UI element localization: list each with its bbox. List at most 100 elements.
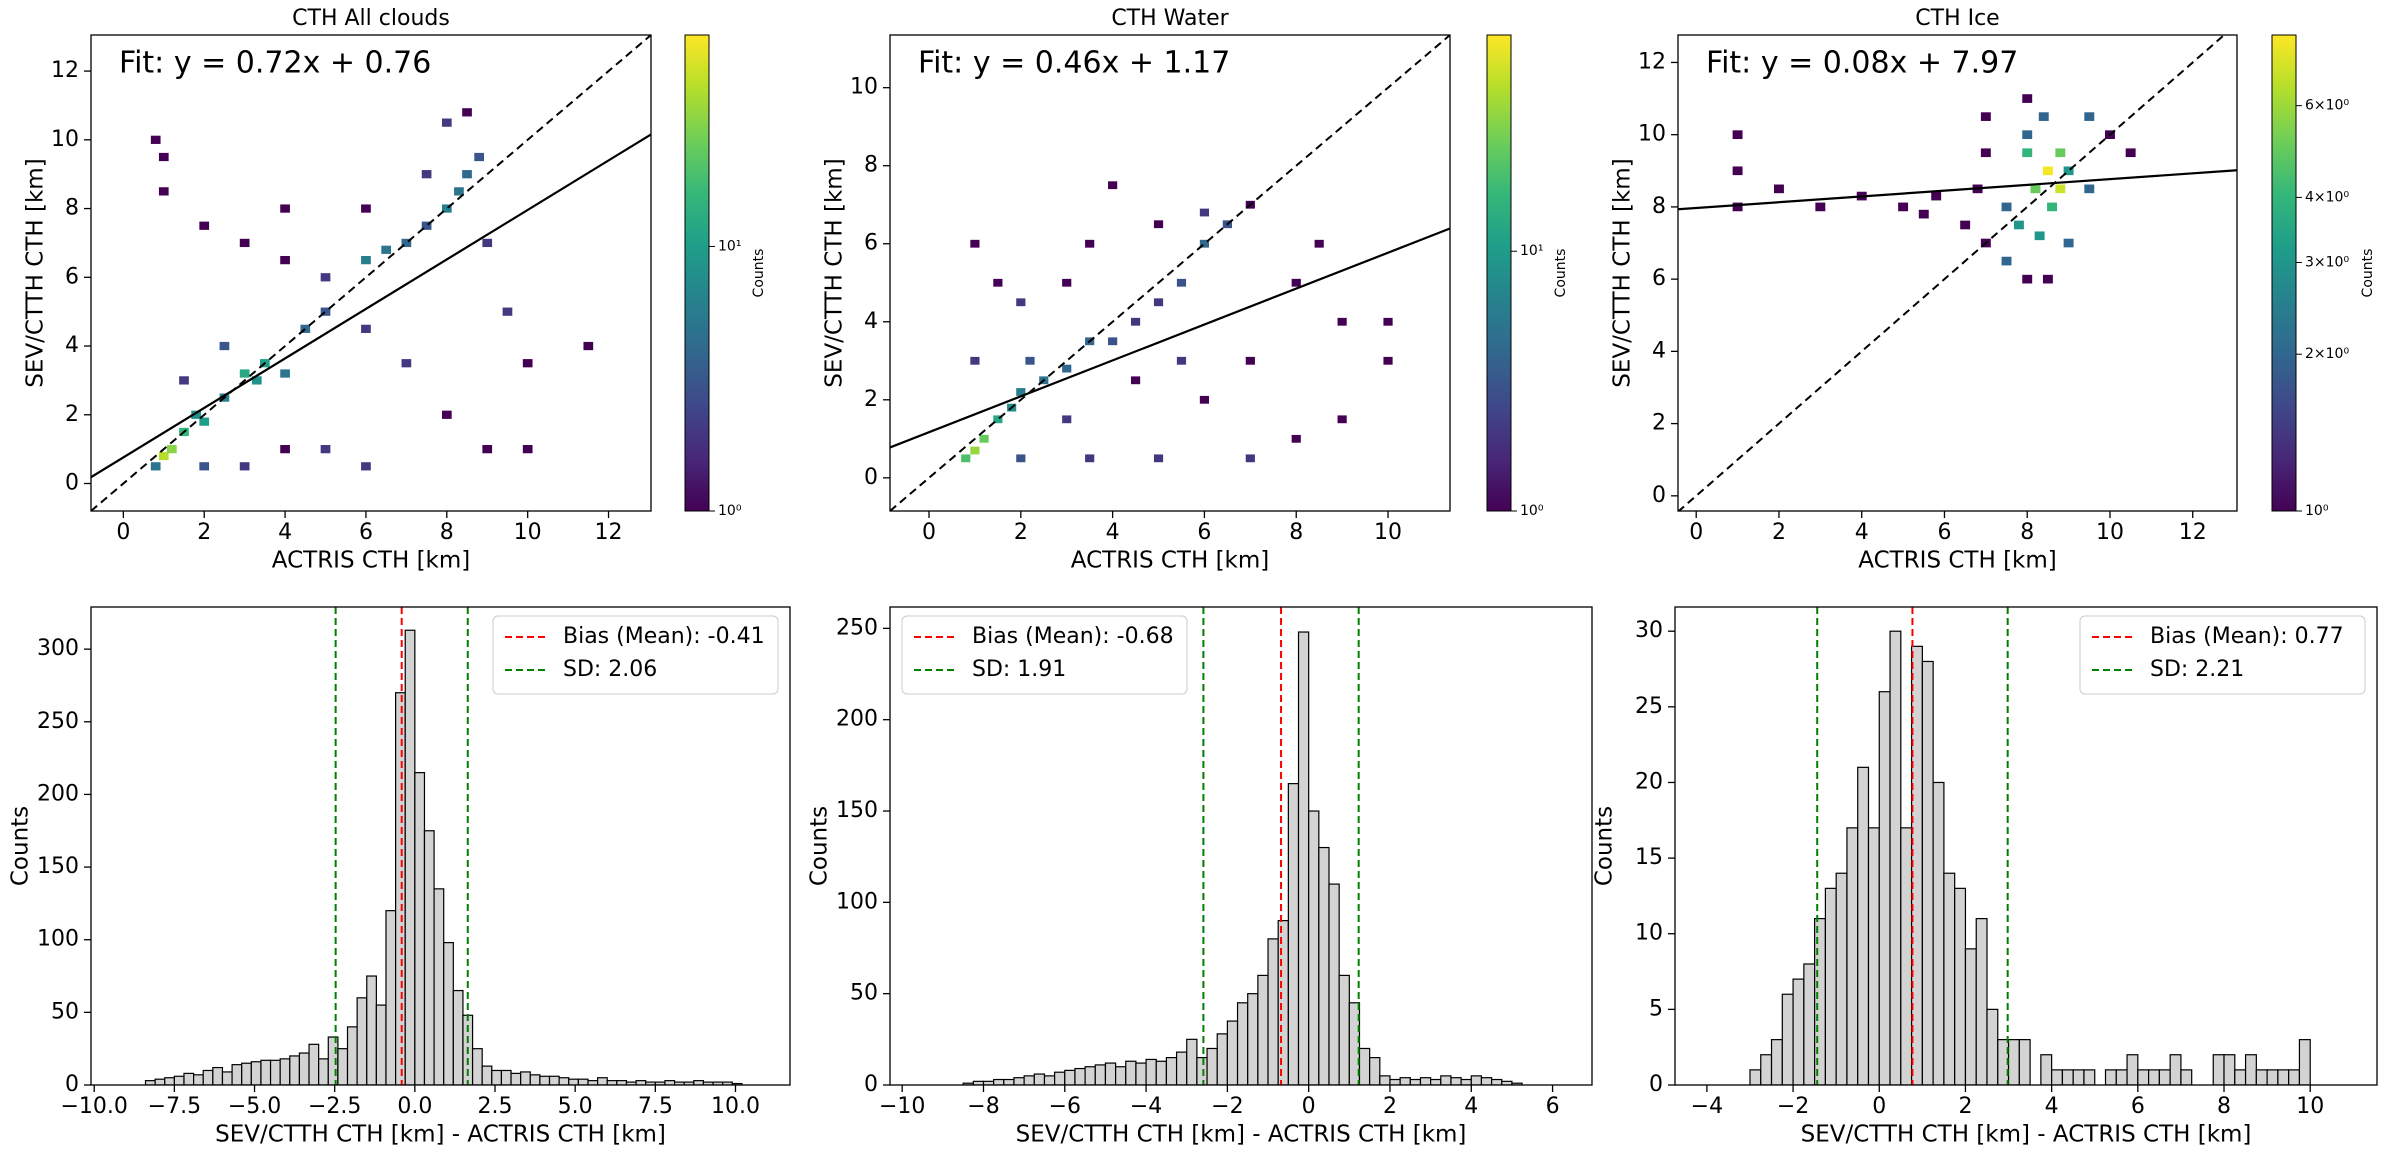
heatmap-cell bbox=[1931, 191, 1942, 201]
x-tick-label: 2 bbox=[197, 520, 211, 545]
x-tick-label: 4 bbox=[1464, 1094, 1478, 1119]
heatmap-cell bbox=[993, 278, 1003, 287]
histogram-bar bbox=[1490, 1078, 1503, 1085]
histogram-bar bbox=[500, 1069, 512, 1085]
histogram-bar bbox=[1318, 846, 1330, 1085]
heatmap-cell bbox=[280, 255, 290, 265]
y-tick-label: 6 bbox=[864, 231, 878, 256]
fit-label: Fit: y = 0.46x + 1.17 bbox=[918, 46, 1230, 81]
heatmap-cell bbox=[1732, 130, 1743, 140]
heatmap-cell bbox=[1383, 356, 1393, 365]
x-tick-label: 0 bbox=[1302, 1094, 1316, 1119]
histogram-bar bbox=[1943, 872, 1956, 1085]
x-tick-label: 0.0 bbox=[397, 1094, 432, 1119]
heatmap-cell bbox=[361, 204, 371, 213]
heatmap-cell bbox=[320, 445, 331, 454]
heatmap-cell bbox=[502, 307, 513, 316]
x-tick-label: 4 bbox=[278, 520, 292, 545]
histogram-bar bbox=[1470, 1075, 1483, 1085]
histogram-bar bbox=[1328, 883, 1340, 1085]
heatmap-cell bbox=[441, 118, 452, 127]
x-tick-label: 10.0 bbox=[711, 1094, 760, 1119]
histogram-bar bbox=[298, 1052, 310, 1085]
heatmap-cell bbox=[1732, 202, 1743, 212]
y-tick-label: 50 bbox=[51, 999, 79, 1024]
legend-label: Bias (Mean): -0.41 bbox=[563, 624, 765, 649]
histogram-bar bbox=[2266, 1069, 2279, 1085]
heatmap-cell bbox=[1153, 298, 1164, 307]
legend-box bbox=[2079, 615, 2366, 695]
y-tick-label: 0 bbox=[864, 1072, 878, 1097]
heatmap-cell bbox=[179, 376, 189, 385]
y-tick-label: 4 bbox=[1652, 338, 1666, 363]
histogram-bar bbox=[2298, 1039, 2311, 1085]
legend-label: SD: 2.21 bbox=[2150, 657, 2244, 682]
x-axis-label: ACTRIS CTH [km] bbox=[1071, 548, 1270, 574]
histogram-bar bbox=[231, 1064, 243, 1085]
heatmap-cell bbox=[1918, 209, 1929, 219]
heatmap-cell bbox=[1108, 337, 1118, 346]
x-tick-label: −10.0 bbox=[60, 1094, 127, 1119]
histogram-bar bbox=[1257, 974, 1269, 1085]
histogram-bar bbox=[1975, 918, 1988, 1085]
heatmap-cell bbox=[2063, 238, 2074, 248]
histogram-bar bbox=[2255, 1069, 2268, 1085]
y-tick-label: 2 bbox=[65, 402, 79, 427]
heatmap-cell bbox=[2084, 184, 2095, 194]
heatmap-cell bbox=[462, 170, 472, 179]
colorbar-label: Counts bbox=[2360, 249, 2376, 298]
heatmap-cell bbox=[1898, 202, 1909, 212]
histogram-bar bbox=[1247, 993, 1259, 1085]
axes-frame bbox=[90, 606, 791, 1086]
colorbar-tick-label: 10¹ bbox=[718, 238, 741, 254]
histogram-bar bbox=[1964, 948, 1977, 1085]
heatmap-cell bbox=[1130, 376, 1141, 385]
y-tick-label: 10 bbox=[850, 75, 878, 100]
histogram-bar bbox=[366, 975, 377, 1085]
x-tick-label: 0 bbox=[1872, 1094, 1886, 1119]
x-tick-label: −4 bbox=[1130, 1094, 1162, 1119]
x-tick-label: 8 bbox=[2217, 1094, 2231, 1119]
histogram-bar bbox=[1155, 1060, 1168, 1085]
histogram-bar bbox=[1135, 1062, 1147, 1085]
histogram-bar bbox=[395, 692, 406, 1085]
histogram-bar bbox=[318, 1058, 329, 1085]
colorbar-tick-label: 10¹ bbox=[1520, 243, 1543, 259]
histogram-bar bbox=[1145, 1058, 1157, 1085]
histogram-bar bbox=[289, 1055, 301, 1085]
histogram-bar bbox=[1267, 938, 1279, 1085]
colorbar-tick-label: 3×10⁰ bbox=[2305, 254, 2349, 270]
x-tick-label: 0 bbox=[116, 520, 130, 545]
identity-line bbox=[890, 35, 1450, 511]
heatmap-cell bbox=[1176, 356, 1187, 365]
heatmap-cell bbox=[167, 445, 177, 454]
colorbar-tick-label: 10⁰ bbox=[718, 503, 742, 519]
fit-label: Fit: y = 0.72x + 0.76 bbox=[119, 46, 431, 81]
x-tick-label: 7.5 bbox=[638, 1094, 673, 1119]
histogram-bar bbox=[2051, 1069, 2064, 1085]
y-tick-label: 30 bbox=[1635, 618, 1663, 643]
y-tick-label: 100 bbox=[836, 889, 878, 914]
histogram-bar bbox=[1308, 810, 1320, 1085]
heatmap-cell bbox=[1025, 356, 1035, 365]
histogram-bar bbox=[481, 1065, 493, 1085]
y-tick-label: 50 bbox=[850, 981, 878, 1006]
heatmap-cell bbox=[2055, 148, 2066, 158]
x-tick-label: 12 bbox=[2179, 520, 2207, 545]
x-tick-label: 8 bbox=[1289, 520, 1303, 545]
histogram-bar bbox=[539, 1075, 551, 1085]
histogram-bar bbox=[731, 1082, 743, 1085]
histogram-bar bbox=[1430, 1078, 1442, 1085]
histogram-bar bbox=[2158, 1069, 2171, 1085]
x-tick-label: 8 bbox=[440, 520, 454, 545]
colorbar-tick-label: 4×10⁰ bbox=[2305, 189, 2349, 205]
heatmap-cell bbox=[1153, 454, 1164, 463]
histogram-bar bbox=[1792, 978, 1805, 1085]
histogram-bar bbox=[529, 1074, 541, 1085]
x-tick-label: 10 bbox=[2096, 520, 2124, 545]
heatmap-cell bbox=[239, 462, 250, 471]
fit-line bbox=[91, 133, 651, 479]
histogram-bar bbox=[1186, 1038, 1198, 1085]
heatmap-cell bbox=[280, 445, 290, 454]
y-axis-label: Counts bbox=[807, 806, 833, 886]
